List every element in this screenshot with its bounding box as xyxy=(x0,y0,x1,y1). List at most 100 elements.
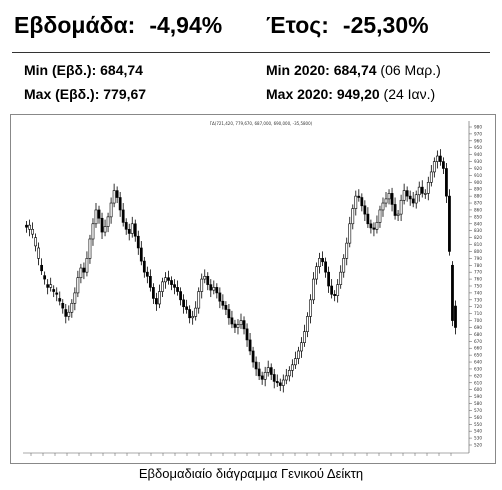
candle-body xyxy=(49,284,53,288)
y-tick-label: 660 xyxy=(474,346,482,351)
yearly-change-value: -25,30% xyxy=(342,12,429,38)
candle-body xyxy=(426,182,430,194)
candle-body xyxy=(40,264,44,272)
candle-body xyxy=(200,278,204,292)
candle-body xyxy=(408,195,412,200)
candle-body xyxy=(227,309,231,319)
candle-body xyxy=(37,247,40,259)
candle-body xyxy=(378,209,382,223)
y-tick-label: 600 xyxy=(474,387,482,392)
candle-body xyxy=(55,292,59,295)
candle-body xyxy=(82,267,86,273)
candle-body xyxy=(130,223,134,234)
candle-body xyxy=(336,284,340,296)
candle-body xyxy=(170,280,173,285)
candle-body xyxy=(158,291,161,305)
candle-body xyxy=(215,287,219,294)
candle-body xyxy=(266,367,270,373)
candle-body xyxy=(85,258,89,273)
candle-body xyxy=(345,242,349,259)
min-2020-date: (06 Μαρ.) xyxy=(380,62,441,78)
candle-body xyxy=(429,171,433,183)
candle-body xyxy=(272,374,276,382)
candle-body xyxy=(52,289,56,292)
candle-body xyxy=(115,190,119,198)
candle-body xyxy=(188,309,192,319)
candle-body xyxy=(242,320,246,330)
max-2020-value: 949,20 xyxy=(336,86,380,102)
candle-body xyxy=(118,197,122,211)
candle-body xyxy=(417,186,421,196)
candle-body xyxy=(339,271,343,285)
candle-body xyxy=(260,375,264,380)
candle-body xyxy=(112,190,116,204)
candle-body xyxy=(209,284,213,291)
y-tick-label: 570 xyxy=(474,408,482,413)
candle-body xyxy=(442,161,445,169)
candle-body xyxy=(445,168,448,197)
weekly-candlestick-chart: ΓΔ(721,420, 779,670, 687,000, 690,000, -… xyxy=(23,121,482,456)
candle-body xyxy=(384,198,388,204)
candle-body xyxy=(155,298,158,305)
y-tick-label: 620 xyxy=(474,373,482,378)
candle-body xyxy=(287,370,291,377)
candle-body xyxy=(290,364,294,371)
candle-body xyxy=(454,305,457,328)
y-tick-label: 760 xyxy=(474,277,482,282)
candle-body xyxy=(451,264,454,321)
y-tick-label: 770 xyxy=(474,270,482,275)
y-tick-label: 550 xyxy=(474,422,482,427)
candle-body xyxy=(64,309,68,317)
y-tick-label: 870 xyxy=(474,201,482,206)
x-axis-ticks xyxy=(30,453,452,456)
y-tick-label: 950 xyxy=(474,145,482,150)
y-tick-label: 790 xyxy=(474,256,482,261)
candle-body xyxy=(399,199,403,215)
candle-body xyxy=(103,226,107,233)
candle-body xyxy=(46,284,50,288)
candle-body xyxy=(230,317,234,325)
candle-body xyxy=(396,213,400,216)
candle-body xyxy=(124,222,128,230)
y-tick-label: 970 xyxy=(474,131,482,136)
candle-body xyxy=(206,276,210,285)
candle-body xyxy=(375,222,379,230)
candle-body xyxy=(438,155,442,162)
candle-body xyxy=(448,195,451,252)
candle-body xyxy=(212,287,216,291)
chart-caption: Εβδομαδιαίο διάγραμμα Γενικού Δείκτη xyxy=(138,466,364,481)
candle-body xyxy=(100,217,104,233)
weekly-change-value: -4,94% xyxy=(149,12,223,38)
candle-body xyxy=(387,193,391,200)
candle-body xyxy=(70,302,74,313)
candle-body xyxy=(79,267,83,279)
candle-body xyxy=(142,260,146,273)
candle-body xyxy=(402,190,406,201)
candle-body xyxy=(435,155,439,162)
candle-body xyxy=(300,342,303,352)
candle-body xyxy=(76,277,80,294)
y-tick-label: 800 xyxy=(474,249,482,254)
y-tick-label: 880 xyxy=(474,194,482,199)
candle-body xyxy=(432,161,436,173)
candle-body xyxy=(25,224,28,228)
candle-body xyxy=(133,223,137,237)
candle-body xyxy=(239,320,243,326)
max-2020-date: (24 Ιαν.) xyxy=(383,86,436,102)
candle-body xyxy=(366,213,370,225)
candles-group xyxy=(25,149,457,393)
min-2020-label: Min 2020: xyxy=(266,62,330,78)
candle-body xyxy=(148,276,152,288)
candle-body xyxy=(191,316,195,319)
candle-body xyxy=(179,291,182,301)
candle-body xyxy=(152,287,155,299)
candle-body xyxy=(363,205,367,215)
chart-panel: ΓΔ(721,420, 779,670, 687,000, 690,000, -… xyxy=(10,114,496,464)
candle-body xyxy=(312,278,315,301)
candle-body xyxy=(58,298,62,302)
candle-body xyxy=(297,350,300,359)
y-tick-label: 980 xyxy=(474,125,482,130)
y-tick-label: 640 xyxy=(474,360,482,365)
candle-body xyxy=(176,287,179,292)
candle-body xyxy=(315,266,318,280)
